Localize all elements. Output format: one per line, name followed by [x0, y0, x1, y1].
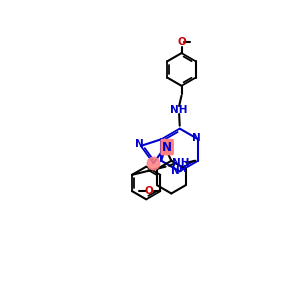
Text: N: N [172, 167, 180, 176]
Text: NH: NH [170, 105, 188, 115]
Text: N: N [135, 139, 144, 149]
Text: NH: NH [172, 158, 190, 168]
Text: O: O [145, 186, 154, 196]
Text: H: H [178, 165, 185, 174]
Text: N: N [192, 133, 201, 143]
Text: N: N [162, 141, 172, 154]
Text: O: O [177, 37, 186, 47]
